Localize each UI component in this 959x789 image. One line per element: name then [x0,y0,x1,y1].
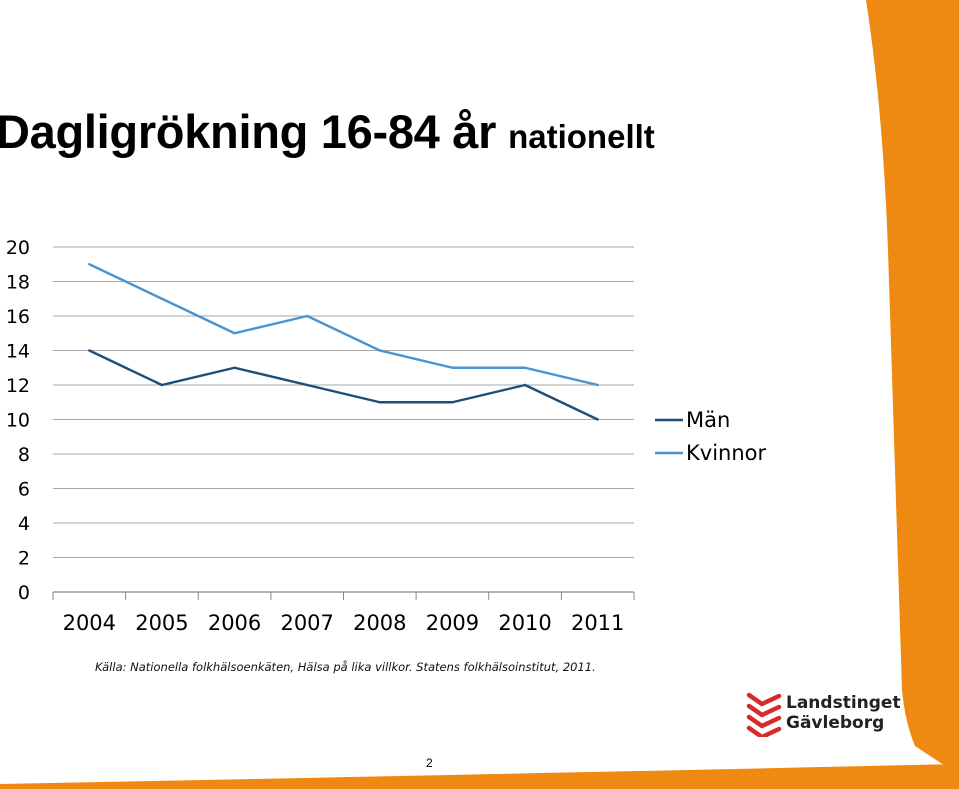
x-tick-label-2006: 2006 [208,611,261,635]
data-point-män-2005 [160,383,164,387]
data-point-män-2009 [451,401,454,404]
x-tick-label-2005: 2005 [135,611,188,635]
data-point-män-2010 [523,383,527,387]
series-line-kvinnor [88,263,598,387]
orange-side-band [866,0,959,775]
slide-title: Dagligrökning 16-84 år nationellt [0,108,655,155]
data-point-män-2007 [305,383,309,387]
legend-label-kvinnor: Kvinnor [686,441,767,465]
data-point-kvinnor-2005 [160,297,164,300]
y-tick-label-6: 6 [18,479,30,501]
data-point-män-2008 [378,401,382,404]
y-tick-label-14: 14 [6,341,30,363]
orange-bottom-band [0,764,959,789]
data-point-kvinnor-2010 [523,366,527,369]
x-tick-label-2007: 2007 [280,611,333,635]
logo-line-2: Gävleborg [786,713,885,733]
legend: Män Kvinnor [655,408,767,465]
page-number: 2 [426,756,433,770]
data-point-män-2004 [88,349,91,352]
source-note: Källa: Nationella folkhälsoenkäten, Häls… [95,660,596,674]
data-point-kvinnor-2009 [451,366,454,369]
data-point-kvinnor-2011 [596,383,599,387]
series-lines [88,263,599,421]
y-tick-label-12: 12 [6,375,30,397]
title-sub: nationellt [508,118,655,155]
y-tick-label-8: 8 [18,444,30,466]
y-tick-label-16: 16 [6,306,30,328]
data-point-män-2011 [596,418,599,421]
x-tick-label-2009: 2009 [426,611,479,635]
series-line-män [88,349,599,421]
x-tick-label-2004: 2004 [63,611,116,635]
y-tick-label-18: 18 [6,272,30,294]
data-point-kvinnor-2007 [305,314,309,318]
logo-line-1: Landstinget [786,693,901,713]
y-tick-labels: 0 2 4 6 8 10 12 14 16 18 20 [6,237,30,604]
x-tick-label-2010: 2010 [498,611,551,635]
y-tick-label-2: 2 [18,548,30,570]
gridlines [53,246,634,558]
data-point-kvinnor-2004 [88,263,91,266]
y-tick-label-10: 10 [6,410,30,432]
x-tick-label-2011: 2011 [571,611,624,635]
data-point-kvinnor-2006 [233,332,236,335]
x-tick-labels: 2004 2005 2006 2007 2008 2009 2010 2011 [63,611,625,635]
legend-label-män: Män [686,408,730,432]
x-tick-label-2008: 2008 [353,611,406,635]
data-point-kvinnor-2008 [378,349,382,352]
y-tick-label-4: 4 [18,513,30,535]
axes [52,591,635,600]
logo-mark-icon [746,692,782,740]
y-tick-label-0: 0 [18,582,30,604]
y-tick-label-20: 20 [6,237,30,259]
title-main: Dagligrökning 16-84 år [0,105,497,158]
landstinget-gavleborg-logo: Landstinget Gävleborg [746,691,916,740]
data-point-män-2006 [233,366,236,369]
